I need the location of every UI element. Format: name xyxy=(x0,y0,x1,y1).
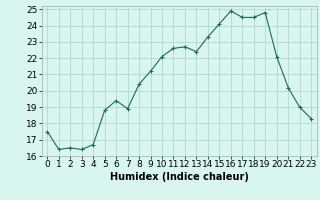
X-axis label: Humidex (Indice chaleur): Humidex (Indice chaleur) xyxy=(110,172,249,182)
